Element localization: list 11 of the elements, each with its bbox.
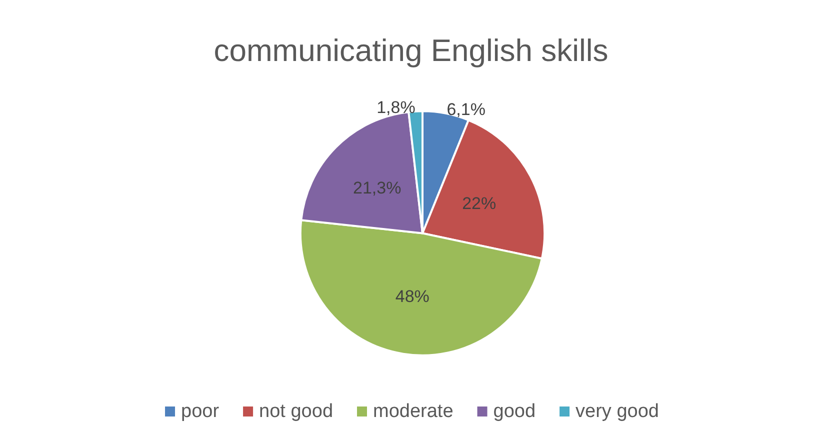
data-label: 48% [395, 287, 430, 306]
data-label: 1,8% [376, 98, 416, 117]
data-label: 22% [462, 194, 496, 213]
legend-label: poor [181, 401, 220, 422]
data-label: 21,3% [352, 178, 402, 198]
legend-label: moderate [373, 401, 454, 422]
legend-label: not good [259, 401, 334, 422]
data-label: 6,1% [446, 100, 486, 120]
legend-label: very good [576, 401, 659, 422]
chart-title: communicating English skills [214, 33, 608, 68]
legend-label: good [493, 401, 536, 422]
